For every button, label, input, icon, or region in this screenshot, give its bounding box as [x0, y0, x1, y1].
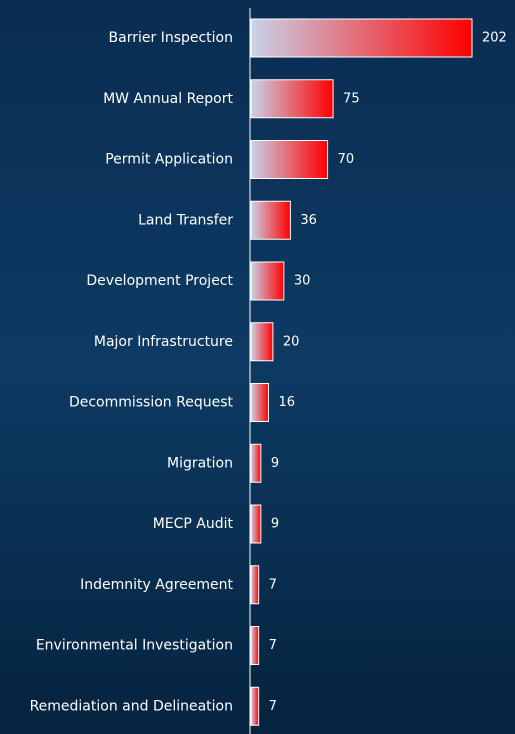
value-label: 20 [283, 334, 300, 349]
value-label: 9 [271, 456, 279, 471]
value-label: 202 [482, 31, 507, 46]
y-tick-label: Indemnity Agreement [80, 577, 233, 593]
y-tick-label: MW Annual Report [103, 91, 233, 107]
value-label: 30 [294, 274, 311, 289]
value-label: 7 [269, 699, 277, 714]
y-tick-label: Environmental Investigation [36, 638, 233, 654]
value-label: 7 [269, 577, 277, 592]
y-tick-label: Decommission Request [69, 395, 234, 411]
bar [250, 79, 334, 119]
y-tick-label: Major Infrastructure [94, 334, 233, 350]
value-label: 9 [271, 517, 279, 532]
y-tick-label: Barrier Inspection [109, 30, 233, 46]
y-tick-label: Migration [167, 455, 233, 471]
y-tick-label: Remediation and Delineation [30, 698, 233, 714]
y-tick-label: Permit Application [105, 152, 233, 168]
y-tick-label: Development Project [86, 273, 233, 289]
bar [250, 565, 260, 605]
bar [250, 383, 270, 422]
bar [250, 261, 285, 301]
value-label: 70 [338, 152, 355, 167]
bar [250, 322, 274, 362]
bar [250, 504, 262, 544]
bar [250, 140, 329, 179]
value-label: 16 [279, 395, 296, 410]
value-label: 7 [269, 638, 277, 653]
bar [250, 686, 260, 726]
y-tick-label: MECP Audit [153, 516, 234, 532]
value-label: 75 [343, 91, 360, 106]
y-tick-label: Land Transfer [138, 212, 233, 228]
bar [250, 200, 291, 240]
value-label: 36 [300, 213, 317, 228]
bar [250, 18, 473, 58]
bar [250, 443, 262, 483]
bar [250, 626, 260, 665]
